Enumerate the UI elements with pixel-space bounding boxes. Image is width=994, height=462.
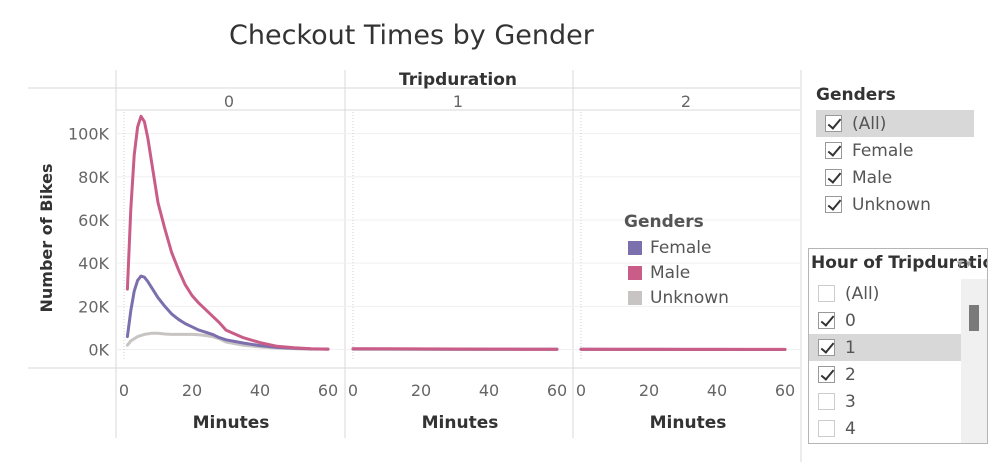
hour-filter-item-1[interactable]: 1 [809,334,961,361]
genders-filter-item-female[interactable]: Female [816,137,974,164]
legend-title: Genders [624,212,704,232]
x-axis-label: Minutes [422,413,499,433]
x-tick-label: 40 [707,381,727,400]
y-axis-label: Number of Bikes [37,163,56,312]
checkbox[interactable] [818,366,835,383]
hour-filter-item-0[interactable]: 0 [809,307,961,334]
x-axis-label: Minutes [193,413,270,433]
facet-label: 1 [453,92,463,111]
x-tick-label: 0 [576,381,586,400]
x-tick-label: 40 [479,381,499,400]
checkbox-label: 1 [845,337,856,358]
y-tick-label: 20K [78,297,109,316]
hour-filter-title: Hour of Tripduration [811,253,988,273]
checkbox-label: Female [852,140,914,161]
x-axis-label: Minutes [650,413,727,433]
x-tick-label: 40 [250,381,270,400]
x-tick-label: 60 [318,381,338,400]
legend-label: Female [650,238,712,258]
genders-filter-item-unknown[interactable]: Unknown [816,191,974,218]
checkbox-label: 2 [845,364,856,385]
genders-filter-item-all[interactable]: (All) [816,110,974,137]
legend-swatch-female [628,241,642,255]
y-tick-label: 0K [88,341,109,360]
checkbox[interactable] [825,115,842,132]
checkbox[interactable] [818,393,835,410]
checkbox[interactable] [825,169,842,186]
y-tick-label: 60K [78,211,109,230]
checkbox[interactable] [818,420,835,437]
x-tick-label: 20 [639,381,659,400]
hour-of-tripduration-filter-card: Hour of Tripduration ▾ ▾ (All) 0 1 2 3 4 [808,248,988,444]
hour-filter-item-3[interactable]: 3 [809,388,961,415]
y-tick-label: 40K [78,254,109,273]
checkbox-label: 3 [845,391,856,412]
series-line-male [125,114,330,351]
x-tick-label: 20 [411,381,431,400]
checkbox[interactable] [818,285,835,302]
checkbox[interactable] [818,339,835,356]
hour-filter-item-all[interactable]: (All) [809,280,961,307]
legend-item-unknown[interactable]: Unknown [628,287,729,309]
checkbox[interactable] [825,142,842,159]
legend-swatch-unknown [628,291,642,305]
legend-item-male[interactable]: Male [628,262,690,284]
x-tick-label: 0 [348,381,358,400]
chart-title: Checkout Times by Gender [229,20,594,51]
y-tick-label: 80K [78,168,109,187]
x-tick-label: 60 [547,381,567,400]
scrollbar-thumb[interactable] [969,305,979,331]
checkbox-label: Male [852,167,893,188]
hour-filter-item-2[interactable]: 2 [809,361,961,388]
checkbox-label: (All) [845,283,880,304]
series-line-female [125,274,330,351]
facet-label: 2 [681,92,691,111]
checkbox-label: 0 [845,310,856,331]
dropdown-menu-icon[interactable]: ▾ ▾ [957,257,972,270]
checkbox-label: 4 [845,418,856,439]
facet-label: 0 [224,92,234,111]
series-line-male [351,347,559,351]
checkbox[interactable] [825,196,842,213]
hour-filter-scrollbar[interactable] [961,279,987,443]
legend-swatch-male [628,266,642,280]
genders-filter-card: Genders (All) Female Male Unknown [808,80,988,220]
x-tick-label: 60 [775,381,795,400]
facet-header-label: Tripduration [399,70,517,90]
hour-filter-item-4[interactable]: 4 [809,415,961,442]
genders-filter-title: Genders [816,85,896,105]
legend-label: Male [650,263,691,283]
checkbox[interactable] [818,312,835,329]
x-tick-label: 0 [119,381,129,400]
legend-label: Unknown [650,288,729,308]
genders-filter-item-male[interactable]: Male [816,164,974,191]
legend-item-female[interactable]: Female [628,237,711,259]
y-tick-label: 100K [68,125,110,144]
checkbox-label: Unknown [852,194,931,215]
checkbox-label: (All) [852,113,887,134]
x-tick-label: 20 [182,381,202,400]
